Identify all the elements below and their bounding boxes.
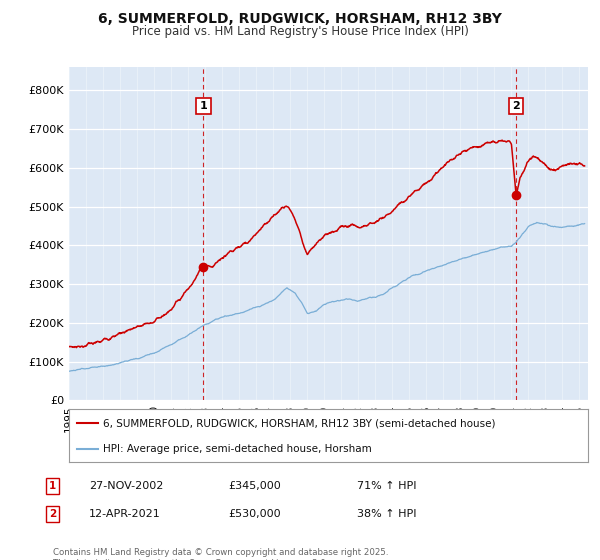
Text: 1: 1: [49, 481, 56, 491]
Text: £530,000: £530,000: [228, 509, 281, 519]
Text: 38% ↑ HPI: 38% ↑ HPI: [357, 509, 416, 519]
Text: 12-APR-2021: 12-APR-2021: [89, 509, 161, 519]
Text: Price paid vs. HM Land Registry's House Price Index (HPI): Price paid vs. HM Land Registry's House …: [131, 25, 469, 38]
Text: 71% ↑ HPI: 71% ↑ HPI: [357, 481, 416, 491]
Text: 6, SUMMERFOLD, RUDGWICK, HORSHAM, RH12 3BY: 6, SUMMERFOLD, RUDGWICK, HORSHAM, RH12 3…: [98, 12, 502, 26]
Text: Contains HM Land Registry data © Crown copyright and database right 2025.
This d: Contains HM Land Registry data © Crown c…: [53, 548, 388, 560]
Text: 1: 1: [200, 101, 208, 111]
Text: 2: 2: [512, 101, 520, 111]
Text: HPI: Average price, semi-detached house, Horsham: HPI: Average price, semi-detached house,…: [103, 444, 371, 454]
Text: 2: 2: [49, 509, 56, 519]
Text: 27-NOV-2002: 27-NOV-2002: [89, 481, 163, 491]
Text: 6, SUMMERFOLD, RUDGWICK, HORSHAM, RH12 3BY (semi-detached house): 6, SUMMERFOLD, RUDGWICK, HORSHAM, RH12 3…: [103, 418, 495, 428]
Text: £345,000: £345,000: [228, 481, 281, 491]
